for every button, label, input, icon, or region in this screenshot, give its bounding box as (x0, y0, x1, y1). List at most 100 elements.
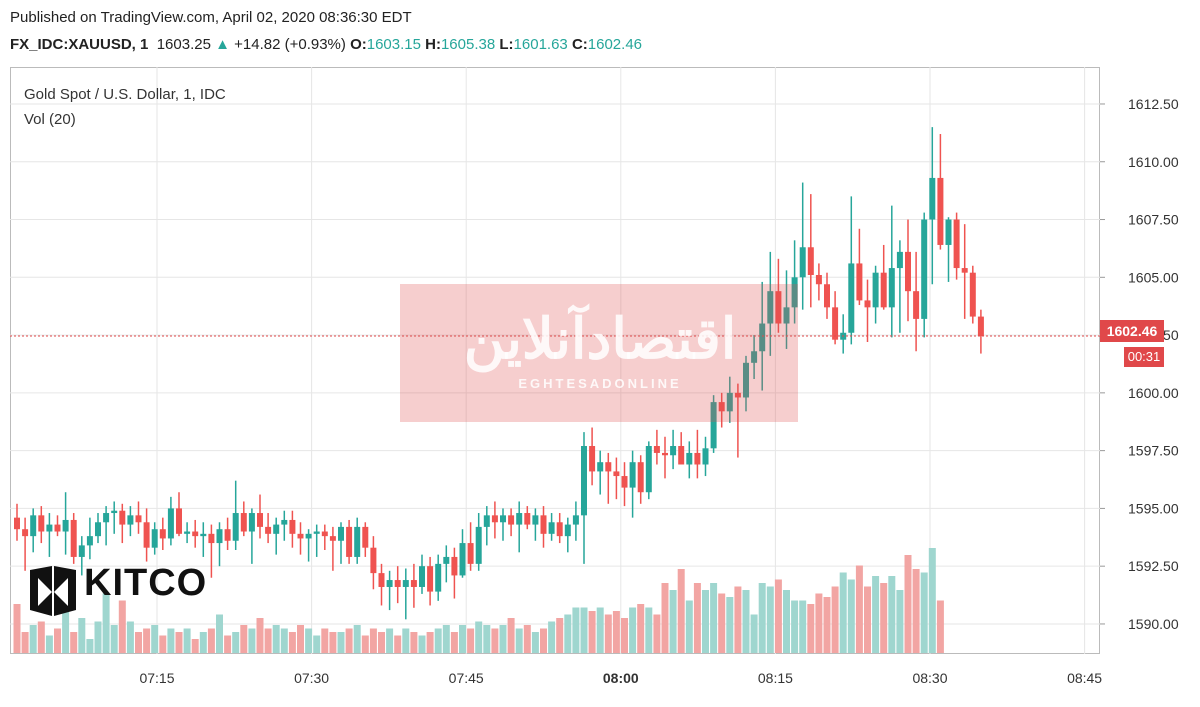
candle-body (297, 533, 304, 539)
volume-bar (847, 579, 855, 653)
volume-bar (62, 611, 70, 653)
volume-indicator-label[interactable]: Vol (20) (24, 111, 76, 128)
candle-body (694, 452, 701, 465)
volume-bar (823, 597, 831, 653)
volume-bar (661, 583, 669, 653)
candle-body (759, 323, 766, 352)
candle-body (281, 519, 288, 525)
volume-bar (297, 625, 304, 653)
volume-bar (596, 607, 604, 653)
volume-bar (864, 586, 871, 653)
x-tick-label: 07:15 (139, 670, 174, 686)
candle-body (491, 515, 498, 523)
volume-bar (207, 628, 215, 653)
candle-body (548, 522, 555, 534)
candle-body (888, 268, 895, 308)
candle-body (54, 524, 61, 532)
volume-bar (734, 586, 742, 653)
candle-body (564, 524, 571, 537)
candle-body (289, 519, 296, 534)
volume-bar (361, 635, 369, 653)
candle-body (726, 392, 733, 412)
volume-bar (629, 607, 637, 653)
candle-body (459, 543, 466, 576)
candle-body (905, 251, 911, 292)
chart-pane[interactable] (10, 67, 1100, 654)
candle-body (508, 515, 515, 525)
volume-bar (685, 600, 693, 653)
volume-bar (888, 576, 896, 653)
current-price-tag: 1602.46 (1100, 320, 1164, 342)
candle-body (167, 508, 174, 539)
volume-bar (540, 628, 547, 653)
candle-body (653, 446, 660, 453)
close-label: C: (571, 36, 588, 53)
candle-body (500, 515, 506, 523)
volume-bar (791, 600, 799, 653)
volume-bar (783, 590, 790, 653)
volume-bar (94, 621, 102, 653)
candle-body (767, 291, 774, 324)
volume-bar (402, 628, 410, 653)
candle-body (143, 522, 150, 548)
candle-body (354, 526, 361, 557)
candle-body (832, 307, 839, 340)
volume-bar (86, 639, 94, 653)
candle-body (872, 272, 879, 308)
candle-body (427, 566, 434, 592)
candle-body (38, 515, 45, 532)
candle-body (103, 513, 110, 523)
candle-body (953, 219, 960, 269)
volume-bar (240, 625, 248, 653)
high-label: H: (425, 36, 441, 53)
candle-body (119, 510, 126, 525)
candle-body (864, 300, 871, 308)
volume-bar (102, 593, 110, 653)
volume-bar (45, 635, 53, 653)
candle-body (313, 531, 320, 534)
volume-bar (904, 555, 912, 653)
candle-body (743, 362, 749, 398)
up-arrow-icon: ▲ (215, 36, 230, 53)
candle-body (702, 448, 709, 465)
candle-body (605, 462, 612, 472)
volume-bar (653, 614, 661, 653)
candle-body (678, 446, 685, 465)
volume-bar (305, 628, 313, 653)
volume-bar (37, 621, 45, 653)
volume-bar (118, 600, 126, 653)
volume-bar (669, 590, 677, 653)
volume-bar (693, 583, 701, 653)
volume-bar (702, 590, 709, 653)
candle-body (629, 462, 636, 488)
watermark-text: اقتصادآنلاین (463, 307, 737, 370)
quote-line: FX_IDC:XAUUSD, 1 1603.25 ▲ +14.82 (+0.93… (10, 36, 642, 53)
volume-bar (13, 604, 21, 653)
candle-body (662, 452, 668, 456)
candle-body (718, 402, 725, 412)
volume-bar (507, 618, 515, 653)
volume-bar (612, 611, 620, 653)
candles (14, 127, 984, 620)
candle-body (734, 392, 741, 398)
volume-bar (313, 635, 321, 653)
volume-bar (855, 565, 863, 653)
y-tick-label: 1595.00 (1128, 500, 1179, 516)
candle-body (613, 471, 620, 477)
volume-bar (345, 628, 353, 653)
volume-bar (191, 639, 199, 653)
volume-bar (928, 548, 936, 653)
symbol-label: FX_IDC:XAUUSD, 1 (10, 36, 149, 53)
y-tick-label: 1605.00 (1128, 269, 1179, 285)
volume-bars (13, 548, 944, 653)
volume-bar (491, 628, 499, 653)
candle-body (524, 513, 531, 525)
volume-bar (880, 583, 888, 653)
volume-bar (896, 590, 904, 653)
volume-bar (21, 632, 29, 653)
volume-bar (126, 621, 134, 653)
y-tick-label: 1610.00 (1128, 154, 1179, 170)
candle-body (216, 529, 223, 544)
x-tick-label: 08:15 (758, 670, 793, 686)
